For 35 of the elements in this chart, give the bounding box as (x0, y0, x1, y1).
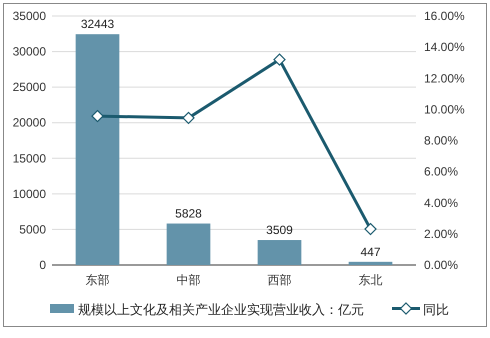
bar (348, 262, 392, 265)
x-tick-label: 东部 (86, 273, 110, 287)
point (364, 222, 377, 236)
data-label: 447 (360, 244, 381, 259)
y-tick-label: 0 (39, 258, 46, 272)
legend-label: 规模以上文化及相关产业企业实现营业收入：亿元 (78, 302, 364, 317)
y-tick-label: 15000 (12, 151, 46, 166)
y2-tick-label: 12.00% (424, 71, 466, 86)
bar (166, 224, 210, 265)
bar (258, 240, 302, 265)
x-tick-label: 中部 (176, 273, 200, 287)
data-label: 5828 (175, 206, 202, 221)
data-label: 32443 (80, 17, 115, 32)
y-tick-label: 20000 (12, 116, 46, 130)
y-tick-label: 35000 (12, 9, 46, 23)
y2-tick-label: 0.00% (424, 258, 458, 272)
point (273, 53, 286, 66)
y2-tick-label: 6.00% (424, 164, 458, 179)
point (182, 112, 195, 124)
y2-tick-label: 2.00% (424, 226, 458, 241)
y2-tick-label: 8.00% (424, 134, 458, 148)
y2-tick-label: 4.00% (424, 196, 458, 210)
legend-label: 同比 (423, 302, 449, 317)
y2-tick-label: 10.00% (424, 102, 466, 116)
x-tick-label: 东北 (358, 273, 382, 287)
y-tick-label: 10000 (12, 186, 46, 201)
y2-tick-label: 14.00% (424, 40, 466, 54)
y-tick-label: 5000 (19, 222, 46, 236)
point (91, 110, 104, 122)
bar (76, 34, 120, 265)
y-tick-label: 30000 (12, 44, 46, 59)
data-label: 3509 (266, 223, 294, 238)
x-tick-label: 西部 (268, 273, 292, 287)
y2-tick-label: 16.00% (424, 9, 466, 23)
y-tick-label: 25000 (12, 80, 46, 94)
